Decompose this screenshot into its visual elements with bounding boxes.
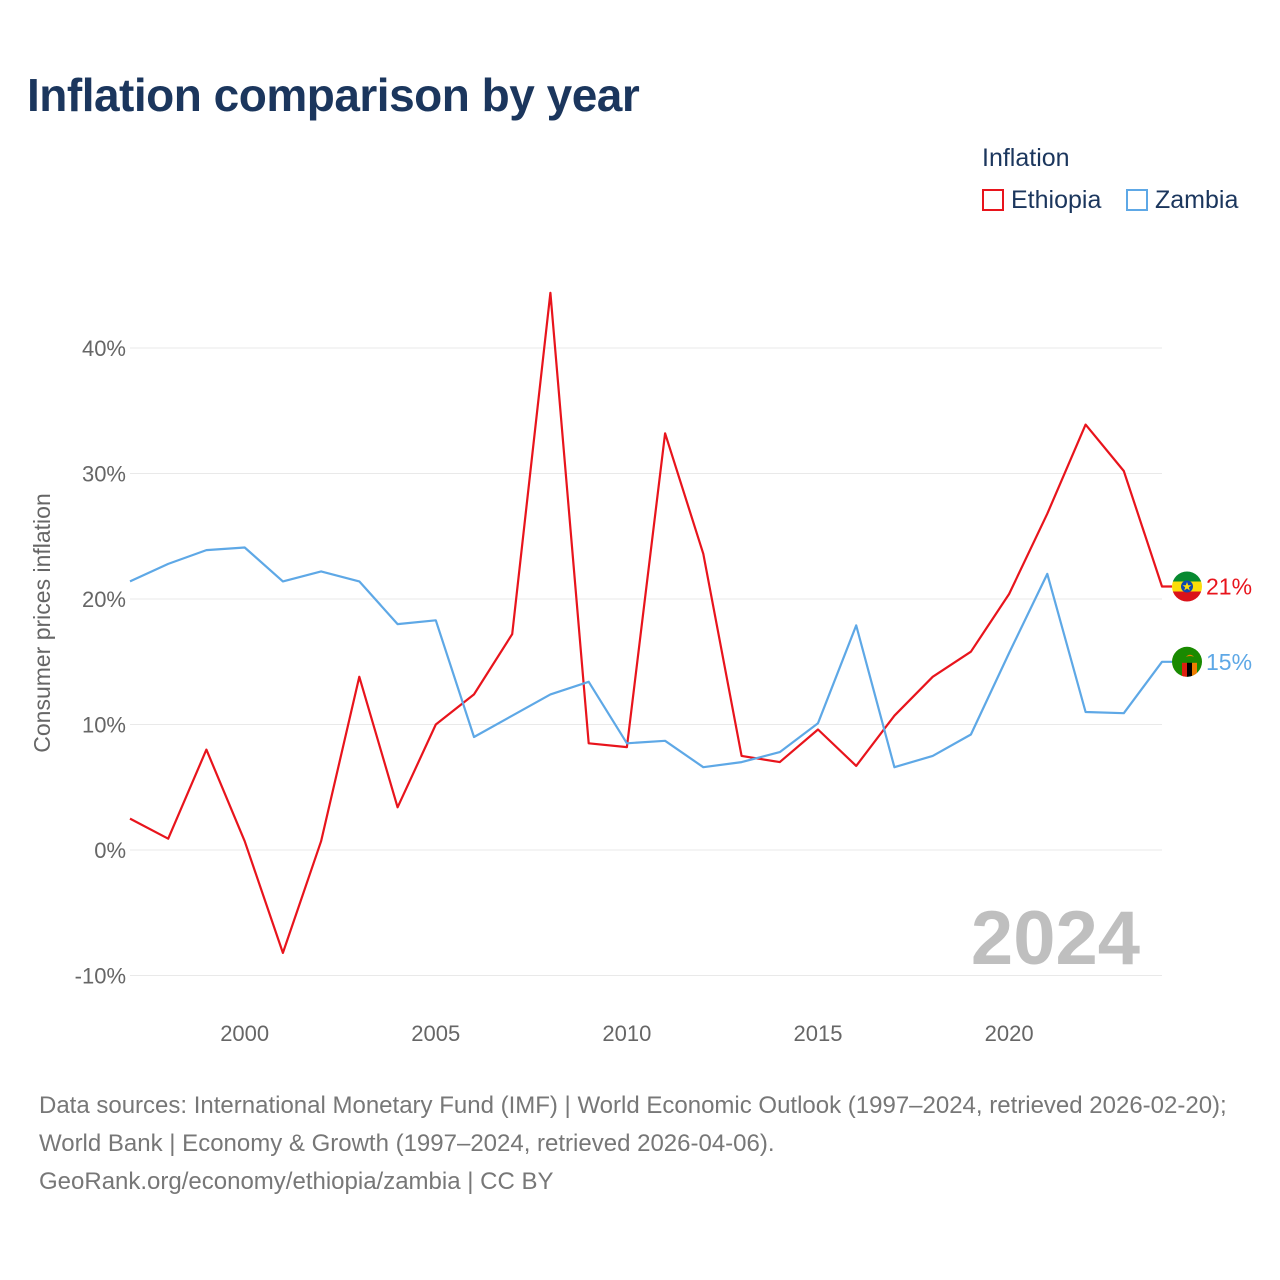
legend-item-ethiopia[interactable]: Ethiopia — [982, 184, 1101, 216]
legend-label-ethiopia: Ethiopia — [1011, 185, 1102, 214]
footer: Data sources: International Monetary Fun… — [39, 1087, 1254, 1201]
data-sources: Data sources: International Monetary Fun… — [39, 1092, 1227, 1157]
ethiopia-flag-icon — [1172, 571, 1202, 602]
legend-title: Inflation — [982, 144, 1070, 172]
y-tick-label: -10% — [75, 964, 126, 989]
legend-label-zambia: Zambia — [1155, 185, 1239, 214]
y-tick-label: 0% — [94, 838, 126, 863]
zambia-flag-icon — [1172, 646, 1202, 677]
end-markers — [1172, 571, 1202, 677]
legend-swatch-ethiopia — [982, 189, 1004, 211]
y-tick-label: 20% — [82, 587, 126, 612]
x-tick-label: 2010 — [602, 1021, 651, 1046]
series-line-ethiopia[interactable] — [129, 291, 1172, 955]
year-watermark: 2024 — [971, 896, 1140, 981]
ethiopia-end-value: 21% — [1206, 574, 1252, 600]
x-tick-label: 2000 — [220, 1021, 269, 1046]
x-tick-label: 2020 — [985, 1021, 1034, 1046]
series-line-zambia[interactable] — [129, 546, 1172, 769]
y-axis-ticks: -10% 0% 10% 20% 30% 40% — [75, 336, 126, 989]
legend-swatch-zambia — [1126, 189, 1148, 211]
y-tick-label: 30% — [82, 462, 126, 487]
x-tick-label: 2005 — [411, 1021, 460, 1046]
series-lines — [129, 291, 1172, 955]
zambia-end-value: 15% — [1206, 649, 1252, 675]
chart-title: Inflation comparison by year — [27, 69, 640, 121]
x-tick-label: 2015 — [794, 1021, 843, 1046]
y-tick-label: 40% — [82, 336, 126, 361]
x-axis-ticks: 2000 2005 2010 2015 2020 — [220, 1021, 1033, 1046]
credit-link[interactable]: GeoRank.org/economy/ethiopia/zambia | CC… — [39, 1168, 554, 1195]
y-tick-label: 10% — [82, 713, 126, 738]
inflation-line-chart: -10%0%10%20%30%40% 2000 2005 2010 2015 2020 … — [29, 291, 1252, 1046]
legend-item-zambia[interactable]: Zambia — [1126, 184, 1238, 216]
y-axis-label: Consumer prices inflation — [29, 493, 55, 753]
gridlines — [130, 347, 1162, 976]
